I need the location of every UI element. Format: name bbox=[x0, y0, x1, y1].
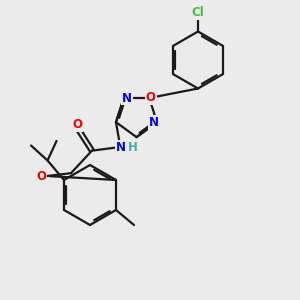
Text: O: O bbox=[146, 91, 156, 104]
Text: N: N bbox=[149, 116, 159, 129]
Text: O: O bbox=[72, 118, 82, 131]
Text: O: O bbox=[36, 170, 46, 183]
Text: H: H bbox=[128, 141, 138, 154]
Text: N: N bbox=[122, 92, 132, 104]
Text: Cl: Cl bbox=[192, 6, 204, 20]
Text: N: N bbox=[116, 141, 125, 154]
